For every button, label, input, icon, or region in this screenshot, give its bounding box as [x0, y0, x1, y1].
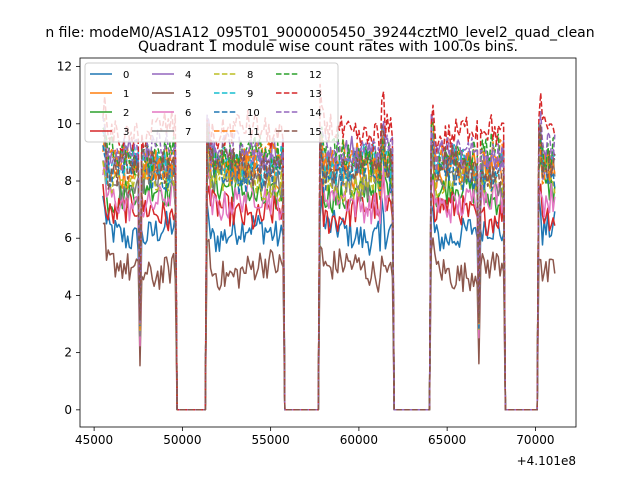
chart-title: Quadrant 1 module wise count rates with … — [138, 39, 518, 55]
legend-label-2: 2 — [123, 108, 129, 119]
y-tick-label: 12 — [57, 60, 72, 74]
x-tick-label: 60000 — [340, 433, 378, 447]
legend-label-10: 10 — [247, 108, 260, 119]
x-tick-label: 50000 — [163, 433, 201, 447]
legend-label-1: 1 — [123, 89, 129, 100]
legend-label-9: 9 — [247, 89, 253, 100]
x-tick-label: 45000 — [75, 433, 113, 447]
legend-label-15: 15 — [309, 127, 322, 138]
figure-suptitle: n file: modeM0/AS1A12_095T01_9000005450_… — [45, 25, 594, 41]
legend-label-3: 3 — [123, 127, 129, 138]
y-tick-label: 0 — [64, 403, 72, 417]
x-tick-label: 65000 — [428, 433, 466, 447]
legend-label-14: 14 — [309, 108, 322, 119]
legend-label-5: 5 — [185, 89, 191, 100]
legend-label-4: 4 — [185, 70, 191, 81]
y-tick-label: 6 — [64, 231, 72, 245]
y-tick-label: 2 — [64, 346, 72, 360]
legend-box — [84, 62, 339, 143]
y-tick-label: 10 — [57, 117, 72, 131]
legend-label-7: 7 — [185, 127, 191, 138]
x-tick-label: 55000 — [252, 433, 290, 447]
y-tick-label: 8 — [64, 174, 72, 188]
y-axis: 0 2 4 6 8 10 12 — [57, 60, 80, 417]
legend-label-11: 11 — [247, 127, 260, 138]
x-tick-label: 70000 — [516, 433, 554, 447]
x-axis: 45000 50000 55000 60000 65000 70000 — [75, 427, 554, 447]
series-line-15 — [102, 122, 556, 411]
y-tick-label: 4 — [64, 288, 72, 302]
legend-label-8: 8 — [247, 70, 253, 81]
legend-label-12: 12 — [309, 70, 322, 81]
legend-label-6: 6 — [185, 108, 191, 119]
legend-label-13: 13 — [309, 89, 322, 100]
x-offset-label: +4.101e8 — [517, 454, 576, 468]
axes-frame — [79, 57, 577, 428]
legend-label-0: 0 — [123, 70, 129, 81]
